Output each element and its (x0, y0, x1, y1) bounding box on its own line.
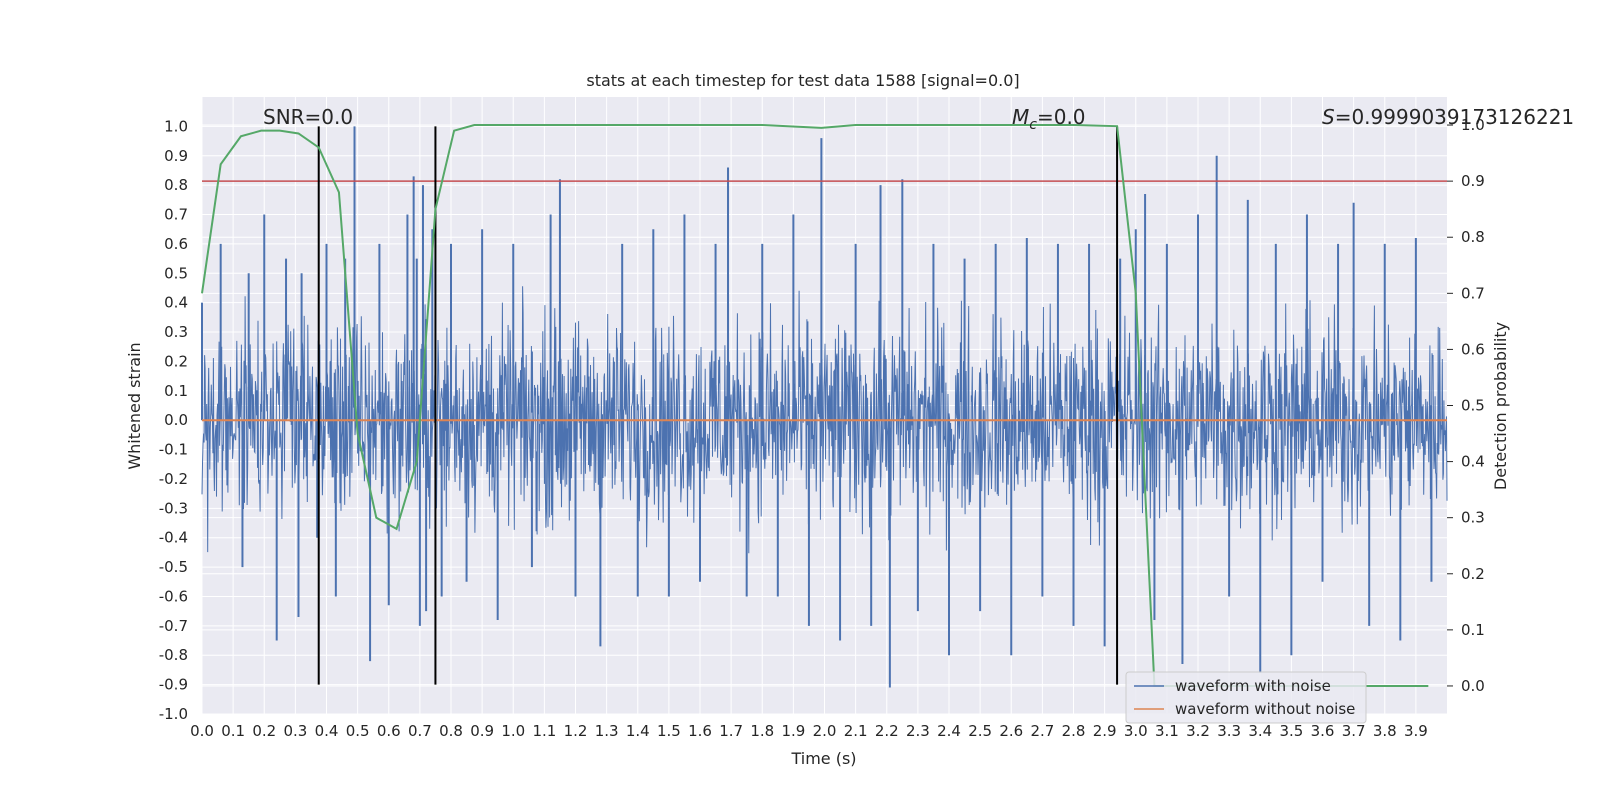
y-tick-label: 0.4 (164, 294, 188, 312)
y-tick-label: 0.5 (164, 264, 188, 282)
chirp-mass-symbol: M (1012, 105, 1029, 129)
y-right-tick-label: 0.0 (1461, 677, 1485, 695)
x-tick-label: 3.9 (1404, 722, 1428, 740)
x-tick-label: 2.0 (813, 722, 837, 740)
chirp-mass-annotation: Mc=0.0 (1012, 105, 1086, 133)
y-right-tick-label: 0.2 (1461, 565, 1485, 583)
chirp-mass-subscript: c (1029, 117, 1037, 133)
x-tick-label: 3.6 (1311, 722, 1335, 740)
x-tick-label: 2.2 (875, 722, 899, 740)
y-tick-label: -1.0 (159, 705, 188, 723)
y-tick-label: 0.9 (164, 147, 188, 165)
y-right-tick-labels: 1.0 0.9 0.8 0.7 0.6 0.5 0.4 0.3 0.2 0.1 0.0 (1447, 116, 1485, 695)
y-tick-label: 0.2 (164, 352, 188, 370)
x-tick-label: 0.4 (315, 722, 339, 740)
x-tick-label: 2.3 (906, 722, 930, 740)
y-tick-label: 0.3 (164, 323, 188, 341)
x-tick-label: 3.0 (1124, 722, 1148, 740)
y-tick-label: -0.1 (159, 441, 188, 459)
x-tick-label: 2.7 (1030, 722, 1054, 740)
y-right-tick-label: 0.6 (1461, 340, 1485, 358)
y-axis-label: Whitened strain (125, 342, 144, 469)
x-tick-label: 0.5 (346, 722, 370, 740)
x-tick-label: 2.4 (937, 722, 961, 740)
y-right-tick-label: 0.1 (1461, 621, 1485, 639)
x-tick-label: 0.9 (470, 722, 494, 740)
y-tick-labels: 1.0 0.9 0.8 0.7 0.6 0.5 0.4 0.3 0.2 0.1 0.0 -0.1 -0.… (159, 117, 188, 723)
x-tick-labels: 0.0 0.1 0.2 0.3 0.4 0.5 0.6 0.7 0.8 0.9 1.0 1.1 1.2 1… (190, 722, 1428, 740)
y-tick-label: -0.8 (159, 646, 188, 664)
series-waveform-with-noise (201, 126, 1448, 688)
noise-trace (201, 286, 1448, 554)
y-right-tick-label: 0.5 (1461, 397, 1485, 415)
y-tick-label: -0.9 (159, 676, 188, 694)
x-tick-label: 0.3 (283, 722, 307, 740)
chirp-mass-value: =0.0 (1037, 105, 1086, 129)
x-tick-label: 0.2 (252, 722, 276, 740)
y-tick-label: -0.4 (159, 529, 188, 547)
y-tick-label: 0.7 (164, 206, 188, 224)
x-tick-label: 3.4 (1248, 722, 1272, 740)
y-tick-label: -0.5 (159, 558, 188, 576)
x-tick-label: 1.9 (781, 722, 805, 740)
x-tick-label: 1.3 (595, 722, 619, 740)
x-tick-label: 1.0 (501, 722, 525, 740)
y-right-tick-label: 0.8 (1461, 228, 1485, 246)
y-right-tick-label: 0.3 (1461, 509, 1485, 527)
series-detection-probability (201, 124, 1429, 687)
x-tick-label: 0.8 (439, 722, 463, 740)
x-tick-label: 1.6 (688, 722, 712, 740)
x-tick-label: 1.1 (532, 722, 556, 740)
x-tick-label: 1.5 (657, 722, 681, 740)
x-tick-label: 2.5 (968, 722, 992, 740)
x-tick-label: 3.2 (1186, 722, 1210, 740)
x-tick-label: 2.1 (844, 722, 868, 740)
x-tick-label: 1.7 (719, 722, 743, 740)
y-tick-label: -0.3 (159, 499, 188, 517)
legend: waveform with noise waveform without noi… (1125, 671, 1367, 724)
y-right-tick-label: 0.7 (1461, 284, 1485, 302)
score-symbol: S (1322, 105, 1335, 129)
x-tick-label: 2.8 (1062, 722, 1086, 740)
x-tick-label: 3.1 (1155, 722, 1179, 740)
x-tick-label: 3.8 (1373, 722, 1397, 740)
y-tick-label: 0.0 (164, 411, 188, 429)
y-right-tick-label: 0.9 (1461, 172, 1485, 190)
score-annotation: S=0.9999039173126221 (1322, 105, 1574, 129)
y-tick-label: 0.6 (164, 235, 188, 253)
x-tick-label: 3.7 (1342, 722, 1366, 740)
x-tick-label: 0.0 (190, 722, 214, 740)
legend-label-noise: waveform with noise (1175, 677, 1331, 695)
x-tick-label: 2.6 (999, 722, 1023, 740)
y-tick-label: -0.6 (159, 587, 188, 605)
x-tick-label: 1.8 (750, 722, 774, 740)
y-right-tick-label: 1.0 (1461, 116, 1485, 134)
snr-annotation: SNR=0.0 (263, 105, 353, 129)
x-tick-label: 0.1 (221, 722, 245, 740)
y-tick-label: -0.2 (159, 470, 188, 488)
y-right-tick-label: 0.4 (1461, 453, 1485, 471)
x-tick-label: 3.5 (1279, 722, 1303, 740)
series-lines (201, 124, 1447, 687)
y-tick-label: -0.7 (159, 617, 188, 635)
x-axis-label: Time (s) (790, 749, 856, 768)
legend-label-clean: waveform without noise (1175, 700, 1355, 718)
x-tick-label: 0.7 (408, 722, 432, 740)
x-tick-label: 0.6 (377, 722, 401, 740)
x-tick-label: 2.9 (1093, 722, 1117, 740)
y-tick-label: 1.0 (164, 117, 188, 135)
x-tick-label: 1.2 (564, 722, 588, 740)
chart-title: stats at each timestep for test data 158… (586, 71, 1019, 90)
y-tick-label: 0.8 (164, 176, 188, 194)
legend-box (1125, 671, 1367, 724)
y-right-axis-label: Detection probability (1491, 322, 1510, 490)
x-tick-label: 1.4 (626, 722, 650, 740)
score-value: =0.9999039173126221 (1335, 105, 1574, 129)
x-tick-label: 3.3 (1217, 722, 1241, 740)
y-tick-label: 0.1 (164, 382, 188, 400)
